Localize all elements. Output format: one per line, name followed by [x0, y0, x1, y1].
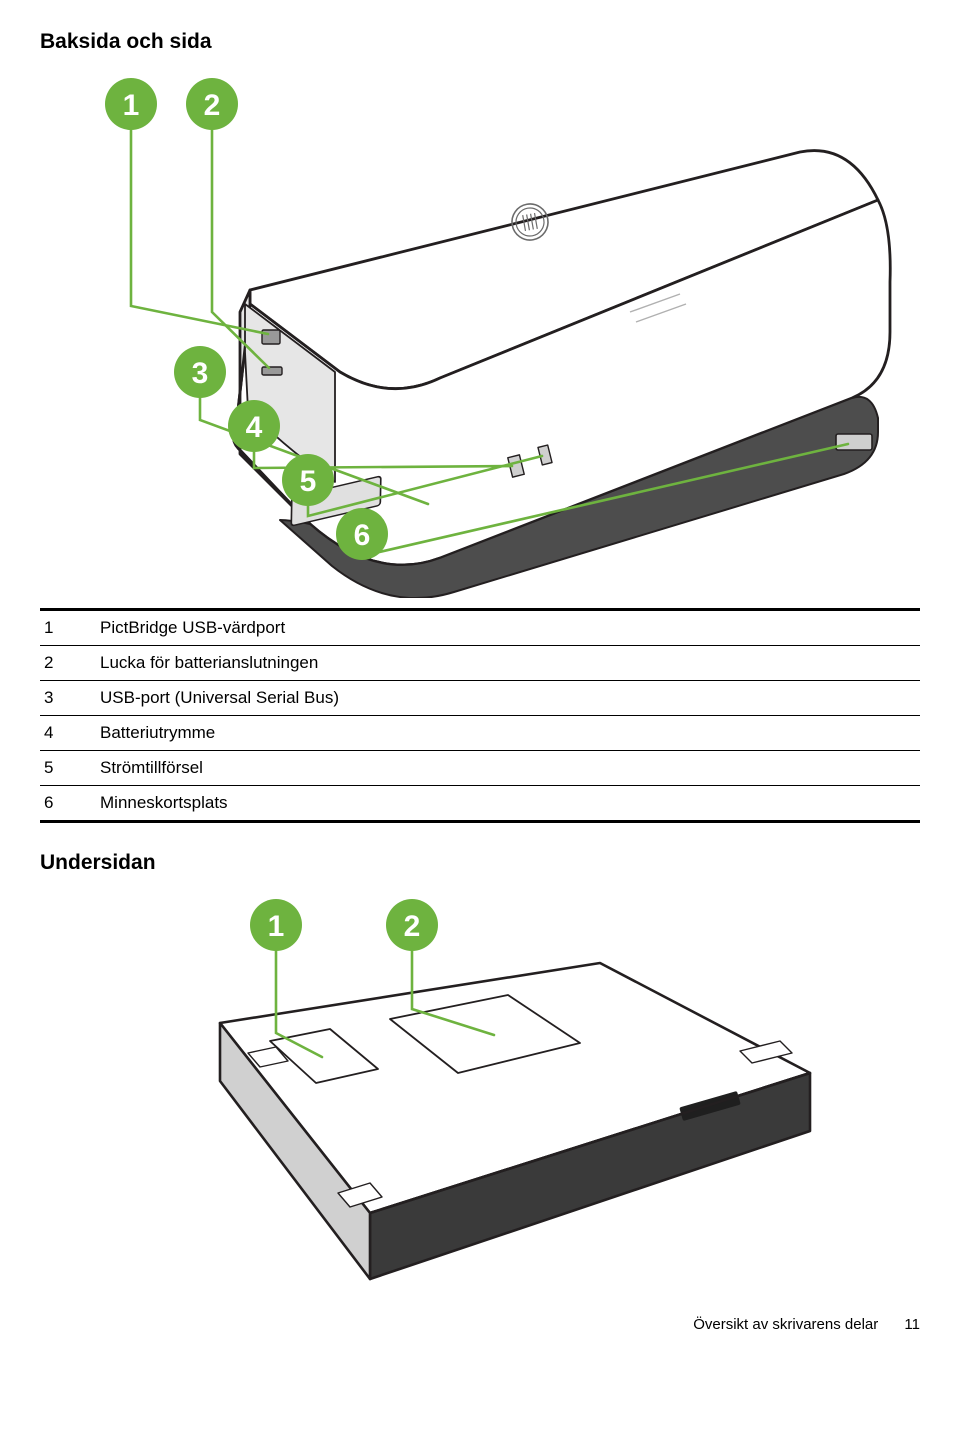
page-number: 11: [904, 1316, 920, 1333]
callout-label: 2: [204, 89, 221, 122]
section-heading-1: Baksida och sida: [40, 30, 920, 54]
callout-label: 1: [123, 89, 140, 122]
footer-text: Översikt av skrivarens delar: [693, 1316, 878, 1333]
page-footer: Översikt av skrivarens delar 11: [693, 1316, 920, 1333]
callout-label: 4: [246, 411, 263, 444]
row-label: PictBridge USB-värdport: [100, 618, 916, 638]
callout-label: 5: [300, 465, 317, 498]
row-number: 2: [44, 653, 100, 673]
table-row: 1 PictBridge USB-värdport: [40, 611, 920, 646]
row-label: Lucka för batterianslutningen: [100, 653, 916, 673]
diagram-printer-underside: 1 2: [40, 893, 900, 1333]
callout-label: 1: [268, 910, 285, 943]
row-number: 5: [44, 758, 100, 778]
row-label: Batteriutrymme: [100, 723, 916, 743]
diagram-printer-back: 1 2 3 4 5 6: [40, 72, 900, 598]
parts-table-1: 1 PictBridge USB-värdport 2 Lucka för ba…: [40, 608, 920, 823]
row-number: 1: [44, 618, 100, 638]
table-row: 2 Lucka för batterianslutningen: [40, 646, 920, 681]
table-row: 5 Strömtillförsel: [40, 751, 920, 786]
section-heading-2: Undersidan: [40, 851, 920, 875]
row-label: Strömtillförsel: [100, 758, 916, 778]
row-number: 4: [44, 723, 100, 743]
callout-label: 3: [192, 357, 209, 390]
callout-label: 2: [404, 910, 421, 943]
row-number: 3: [44, 688, 100, 708]
row-number: 6: [44, 793, 100, 813]
row-label: Minneskortsplats: [100, 793, 916, 813]
table-row: 6 Minneskortsplats: [40, 786, 920, 820]
row-label: USB-port (Universal Serial Bus): [100, 688, 916, 708]
table-row: 4 Batteriutrymme: [40, 716, 920, 751]
table-row: 3 USB-port (Universal Serial Bus): [40, 681, 920, 716]
callout-label: 6: [354, 519, 371, 552]
